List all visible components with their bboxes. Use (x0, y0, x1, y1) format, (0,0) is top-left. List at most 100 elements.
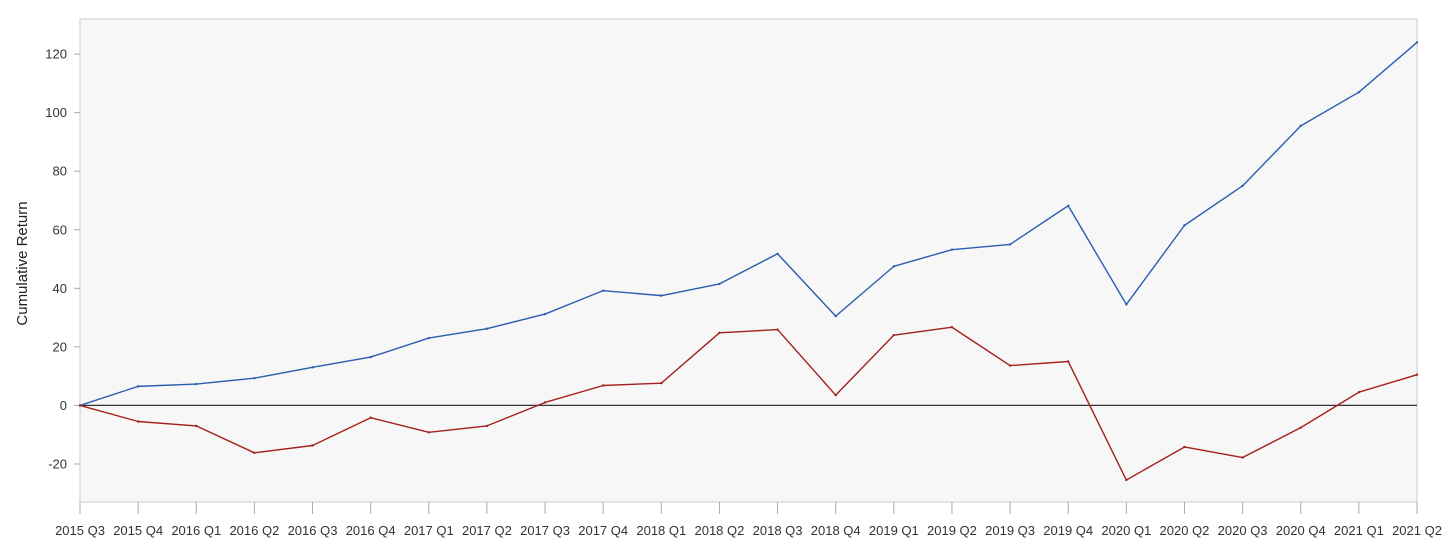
x-tick-label: 2016 Q3 (288, 523, 338, 538)
series-2-segment (602, 382, 663, 387)
series-2-segment (311, 416, 372, 447)
series-2-segment (369, 416, 430, 434)
series-1-point (892, 265, 896, 268)
series-1-segment (486, 313, 546, 330)
series-2-point (834, 393, 837, 397)
y-tick-label: -20 (48, 456, 67, 471)
series-2-segment (544, 384, 604, 404)
x-axis: 2015 Q3 2015 Q4 2016 Q1 2016 Q2 2016 Q3 2016 … (55, 502, 1442, 538)
series-2-point (1008, 364, 1012, 367)
series-2-segment (195, 425, 256, 454)
series-layer (78, 41, 1419, 482)
series-2-segment (1241, 426, 1302, 459)
x-tick-label: 2018 Q3 (753, 523, 803, 538)
series-1-point (1357, 90, 1361, 94)
series-1-segment (1300, 91, 1360, 127)
series-2-segment (951, 326, 1011, 367)
series-2-point (311, 444, 314, 447)
y-tick-label: 20 (53, 339, 67, 354)
series-1-point (1125, 303, 1128, 306)
series-1-point (485, 327, 489, 330)
series-1-point (1299, 124, 1302, 128)
series-1-point (369, 355, 372, 359)
series-1-segment (893, 248, 953, 268)
series-2-point (1415, 373, 1419, 376)
series-2-point (1357, 391, 1361, 394)
x-tick-label: 2015 Q3 (55, 523, 105, 538)
series-2 (78, 326, 1419, 482)
series-1-segment (951, 243, 1011, 251)
series-1-point (718, 282, 721, 286)
series-1-point (427, 336, 430, 340)
x-tick-label: 2017 Q1 (404, 523, 454, 538)
series-1-segment (602, 289, 663, 297)
series-2-point (718, 331, 721, 335)
x-tick-label: 2018 Q2 (694, 523, 744, 538)
series-2-segment (1067, 360, 1128, 481)
series-1 (78, 41, 1419, 407)
series-2-point (776, 328, 779, 331)
series-2-point (1299, 426, 1302, 429)
series-2-point (195, 424, 198, 428)
series-1-point (776, 252, 779, 255)
y-tick-label: 80 (53, 164, 67, 179)
x-tick-label: 2016 Q2 (229, 523, 279, 538)
series-1-segment (195, 377, 256, 385)
plot-area (79, 18, 1418, 503)
x-tick-label: 2016 Q4 (346, 523, 396, 538)
series-2-point (543, 401, 547, 404)
series-2-segment (776, 328, 837, 396)
y-tick-label: 120 (45, 47, 67, 62)
series-1-segment (1009, 205, 1069, 246)
y-tick-label: 40 (53, 281, 67, 296)
x-tick-label: 2017 Q2 (462, 523, 512, 538)
series-1-segment (311, 356, 372, 369)
series-2-point (1067, 360, 1070, 363)
series-1-segment (1067, 205, 1128, 306)
series-1-point (543, 312, 547, 316)
series-2-segment (1358, 373, 1418, 393)
x-tick-label: 2020 Q3 (1218, 523, 1268, 538)
series-2-point (892, 333, 896, 337)
series-2-segment (893, 326, 953, 336)
x-tick-label: 2021 Q1 (1334, 523, 1384, 538)
x-tick-label: 2019 Q3 (985, 523, 1035, 538)
series-1-point (660, 294, 663, 297)
series-2-segment (1300, 391, 1360, 429)
series-1-point (195, 382, 198, 386)
series-1-point (1067, 204, 1070, 207)
series-1-segment (79, 385, 139, 407)
series-2-point (1183, 445, 1186, 449)
x-tick-label: 2020 Q4 (1276, 523, 1326, 538)
series-2-point (427, 431, 430, 434)
series-1-point (601, 289, 605, 292)
series-2-point (485, 424, 489, 428)
series-1-point (834, 314, 837, 318)
x-tick-label: 2017 Q3 (520, 523, 570, 538)
series-2-point (1241, 456, 1244, 459)
series-2-point (253, 451, 256, 455)
x-tick-label: 2019 Q1 (869, 523, 919, 538)
series-2-segment (1183, 446, 1244, 459)
series-2-segment (660, 332, 721, 384)
series-1-point (1241, 184, 1244, 188)
series-2-segment (486, 401, 546, 427)
series-2-point (369, 416, 372, 419)
series-1-segment (253, 366, 314, 379)
x-tick-label: 2019 Q4 (1043, 523, 1093, 538)
series-2-point (660, 381, 663, 385)
series-1-point (1008, 243, 1012, 246)
series-1-segment (718, 253, 779, 285)
series-1-point (311, 366, 314, 369)
x-tick-label: 2018 Q4 (811, 523, 861, 538)
series-2-segment (428, 425, 488, 434)
series-2-segment (137, 420, 197, 427)
series-1-segment (834, 265, 895, 317)
series-1-segment (137, 383, 197, 388)
series-2-segment (79, 404, 139, 423)
series-2-segment (834, 334, 895, 396)
series-1-point (253, 376, 256, 380)
y-axis: -20 0 20 40 60 80 100 120 (45, 47, 80, 471)
series-2-point (601, 384, 605, 387)
